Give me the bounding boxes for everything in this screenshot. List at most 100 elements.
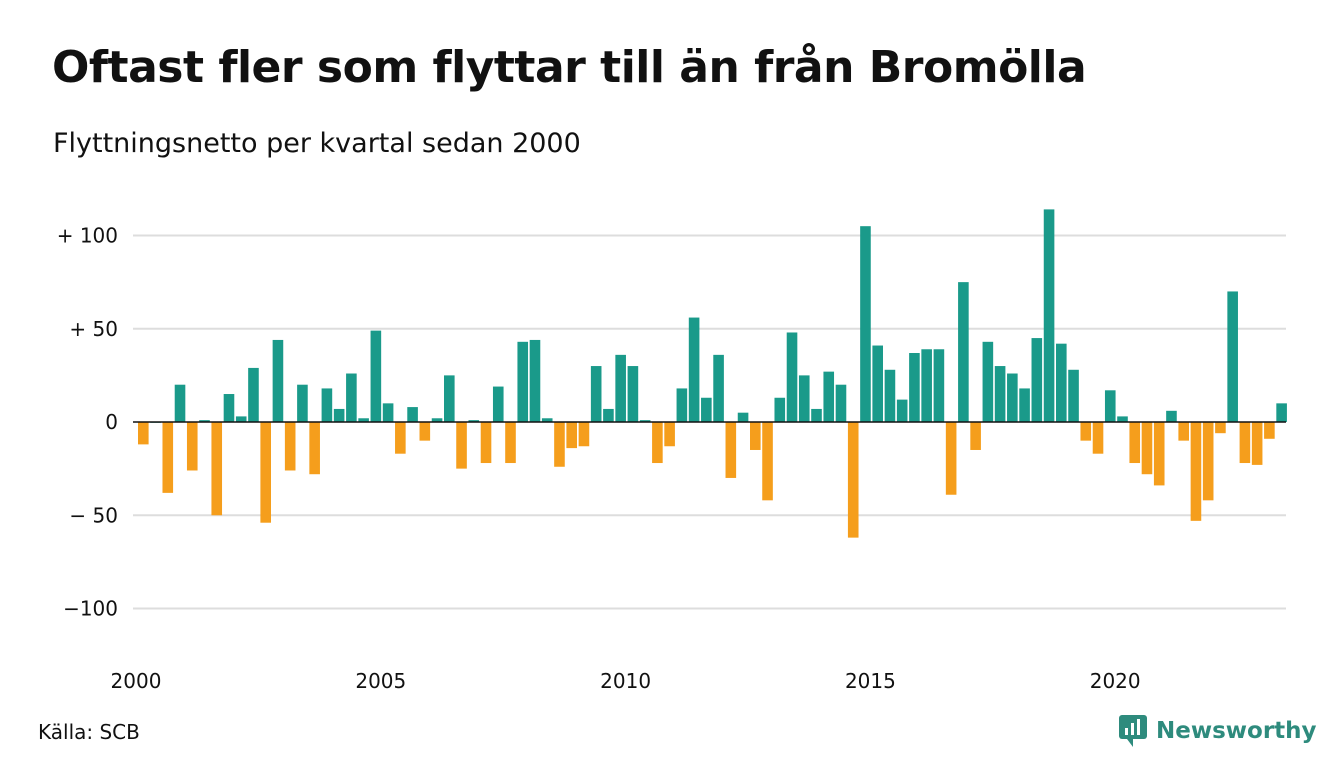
bar (492, 386, 504, 422)
bar (346, 373, 357, 422)
bar (945, 422, 957, 495)
bar (333, 408, 345, 422)
bar (260, 422, 271, 523)
bar (566, 422, 577, 449)
bar (1276, 403, 1287, 422)
bar (860, 226, 871, 422)
bar (358, 418, 369, 422)
bar (664, 422, 675, 447)
bar (713, 354, 724, 422)
bar (480, 422, 492, 464)
bar (1068, 369, 1079, 422)
bar (994, 366, 1006, 422)
bar (1178, 422, 1189, 441)
bar (847, 422, 859, 538)
bar (970, 422, 981, 450)
bar (505, 422, 516, 464)
brand-name: Newsworthy (1156, 718, 1317, 744)
bar (1043, 209, 1055, 422)
bar (627, 366, 639, 422)
bar (750, 422, 761, 450)
x-tick-label: 2015 (845, 669, 896, 693)
bar (272, 339, 284, 422)
bar (1129, 422, 1141, 464)
bar (982, 341, 994, 422)
bar (370, 330, 382, 422)
source-note: Källa: SCB (38, 720, 140, 744)
bar (811, 408, 822, 422)
bar (297, 384, 308, 422)
bar (456, 422, 467, 469)
bar (211, 422, 223, 516)
x-axis-labels: 2000 2005 2010 2015 2020 (111, 669, 1141, 693)
bar-chart: + 100 + 50 0 − 50 −100 2000 2005 2010 2015 2020 (57, 209, 1287, 693)
bar (933, 349, 945, 422)
bar (884, 369, 896, 422)
bar (468, 420, 480, 422)
bar (174, 384, 186, 422)
bar (896, 399, 908, 422)
bar (138, 422, 149, 445)
bars-layer (138, 209, 1287, 538)
bar (652, 422, 663, 464)
bar (1056, 343, 1067, 422)
bar (835, 384, 847, 422)
bar (444, 375, 455, 423)
y-axis-labels: + 100 + 50 0 − 50 −100 (57, 224, 118, 621)
bar (431, 418, 443, 422)
bar (798, 375, 810, 423)
bar (737, 412, 749, 422)
bar (615, 354, 626, 422)
bar (248, 367, 259, 422)
y-tick-label: + 50 (69, 317, 118, 341)
bar (407, 407, 418, 422)
bar (823, 371, 835, 422)
bar (578, 422, 590, 447)
bar (688, 317, 700, 422)
bar (1031, 338, 1043, 422)
y-tick-label: 0 (105, 410, 118, 434)
bar (321, 388, 333, 422)
x-tick-label: 2010 (600, 669, 651, 693)
y-tick-label: −100 (63, 597, 118, 621)
bar (284, 422, 296, 471)
bar (554, 422, 565, 467)
bar (541, 418, 553, 422)
bar (1092, 422, 1104, 454)
bar (1202, 422, 1214, 501)
bar (199, 420, 210, 422)
bar (872, 345, 883, 422)
bar (1251, 422, 1263, 465)
bar (786, 332, 798, 422)
grid-layer (133, 234, 1286, 610)
bar (921, 349, 932, 422)
x-tick-label: 2020 (1090, 669, 1141, 693)
y-tick-label: + 100 (57, 224, 118, 248)
bar (1019, 388, 1030, 422)
bar (590, 366, 602, 422)
bar (395, 422, 406, 454)
bar (1141, 422, 1153, 475)
bar (1080, 422, 1092, 441)
chart-title: Oftast fler som flyttar till än från Bro… (52, 42, 1087, 93)
y-tick-label: − 50 (69, 503, 118, 527)
bar (419, 422, 431, 441)
bar (1190, 422, 1202, 521)
bar (1117, 416, 1128, 422)
bar (762, 422, 773, 501)
bar (909, 353, 920, 422)
bar (701, 397, 712, 422)
bar (382, 403, 394, 422)
newsworthy-logo-icon (1119, 715, 1147, 747)
bar (1007, 373, 1018, 422)
x-tick-label: 2000 (111, 669, 162, 693)
x-tick-label: 2005 (355, 669, 406, 693)
bar (1153, 422, 1165, 486)
chart-subtitle: Flyttningsnetto per kvartal sedan 2000 (53, 128, 581, 159)
bar (1215, 422, 1226, 434)
bar (1264, 422, 1275, 439)
bar (676, 388, 688, 422)
bar (162, 422, 174, 493)
bar (517, 341, 529, 422)
bar (235, 416, 247, 422)
